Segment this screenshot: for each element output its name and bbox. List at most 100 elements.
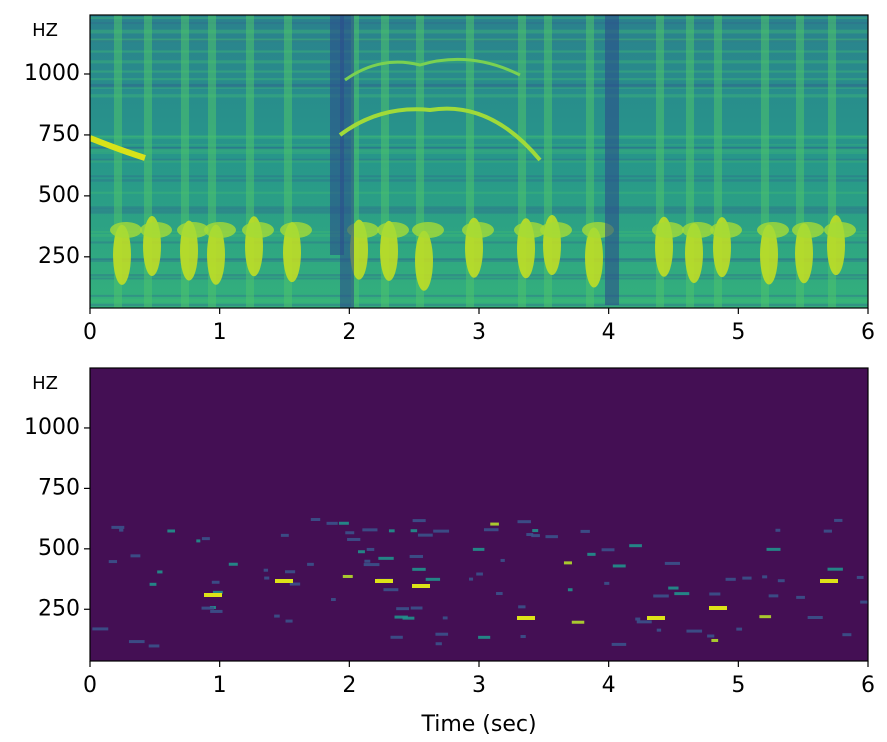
texture-dot <box>834 518 843 522</box>
texture-band <box>90 160 868 163</box>
x-tick-label: 4 <box>602 320 616 345</box>
texture-dot <box>433 529 450 533</box>
texture-band <box>90 29 868 34</box>
texture-peak <box>204 593 222 597</box>
texture-blob <box>347 222 379 238</box>
texture-peak <box>820 579 838 583</box>
texture-dot <box>725 577 736 581</box>
texture-blob <box>795 223 813 284</box>
texture-band <box>90 135 868 138</box>
texture-band <box>90 22 868 25</box>
texture-dot <box>500 558 505 562</box>
texture-peak <box>517 616 535 620</box>
texture-band <box>90 207 868 209</box>
texture-dot <box>742 576 752 580</box>
texture-dot <box>629 544 642 548</box>
texture-dot <box>157 570 163 574</box>
texture-streak <box>714 15 722 308</box>
texture-dot <box>274 614 280 618</box>
texture-streak <box>586 15 594 308</box>
texture-dot <box>762 575 768 579</box>
texture-blob <box>757 222 789 238</box>
texture-contour <box>344 57 521 82</box>
texture-dot <box>342 574 353 578</box>
x-tick-label: 3 <box>472 673 486 698</box>
texture-dot <box>777 579 785 583</box>
texture-dot <box>378 556 394 560</box>
texture-dot <box>263 568 269 572</box>
texture-dot <box>476 572 483 576</box>
texture-band <box>90 294 868 297</box>
texture-streak <box>114 15 122 308</box>
texture-dark <box>330 15 344 255</box>
texture-blob <box>710 222 742 238</box>
texture-blob <box>412 222 444 238</box>
texture-dot <box>483 528 499 532</box>
texture-dot <box>307 562 314 566</box>
texture-dot <box>796 595 805 599</box>
texture-dot <box>827 567 843 571</box>
texture-dot <box>326 521 338 525</box>
texture-band <box>90 191 868 194</box>
x-tick-label: 5 <box>731 320 745 345</box>
texture-band <box>90 147 868 150</box>
texture-dot <box>435 642 442 646</box>
texture-streak <box>208 15 216 308</box>
texture-dot <box>410 606 423 610</box>
texture-dot <box>517 520 531 524</box>
y-tick-label: 250 <box>38 244 80 269</box>
texture-streak <box>181 15 189 308</box>
texture-band <box>90 152 868 154</box>
texture-band <box>90 158 868 162</box>
spectrogram-texture <box>92 518 868 648</box>
texture-dot <box>775 528 781 532</box>
texture-dot <box>358 550 365 554</box>
texture-streak <box>284 15 292 308</box>
texture-band <box>90 144 868 146</box>
texture-blob <box>792 222 824 238</box>
texture-band <box>90 146 868 149</box>
texture-band <box>90 70 868 73</box>
texture-dot <box>201 606 215 610</box>
texture-band <box>90 84 868 88</box>
texture-band <box>90 135 868 139</box>
texture-dot <box>310 518 321 522</box>
texture-dot <box>567 588 573 592</box>
texture-dot <box>285 619 293 623</box>
texture-dot <box>674 592 690 596</box>
texture-band <box>90 50 868 53</box>
texture-dot <box>668 586 679 590</box>
y-axis-label: HZ <box>32 20 58 41</box>
x-axis-label: Time (sec) <box>420 712 536 737</box>
texture-dot <box>856 575 864 579</box>
texture-band <box>90 94 868 98</box>
texture-dot <box>396 607 410 611</box>
texture-streak <box>796 15 804 308</box>
texture-dot <box>636 620 652 624</box>
x-tick-label: 1 <box>213 673 227 698</box>
texture-blob <box>682 222 714 238</box>
texture-dot <box>264 576 270 580</box>
texture-peak <box>412 584 430 588</box>
x-tick-label: 0 <box>83 673 97 698</box>
x-tick-label: 2 <box>342 320 356 345</box>
texture-band <box>90 175 868 178</box>
texture-dot <box>228 562 238 566</box>
texture-dot <box>425 577 441 581</box>
x-tick-label: 2 <box>342 673 356 698</box>
texture-blob <box>540 222 572 238</box>
texture-dot <box>469 577 474 581</box>
texture-dot <box>571 620 585 624</box>
spectrogram-texture <box>90 15 868 308</box>
texture-band <box>90 38 868 42</box>
texture-contour <box>338 106 542 162</box>
texture-blob <box>177 222 209 238</box>
texture-blob <box>207 224 225 285</box>
texture-dot <box>807 616 823 620</box>
texture-dot <box>148 644 160 648</box>
y-tick-label: 500 <box>38 183 80 208</box>
texture-dot <box>196 539 201 543</box>
texture-band <box>90 17 868 20</box>
texture-dot <box>518 605 526 609</box>
